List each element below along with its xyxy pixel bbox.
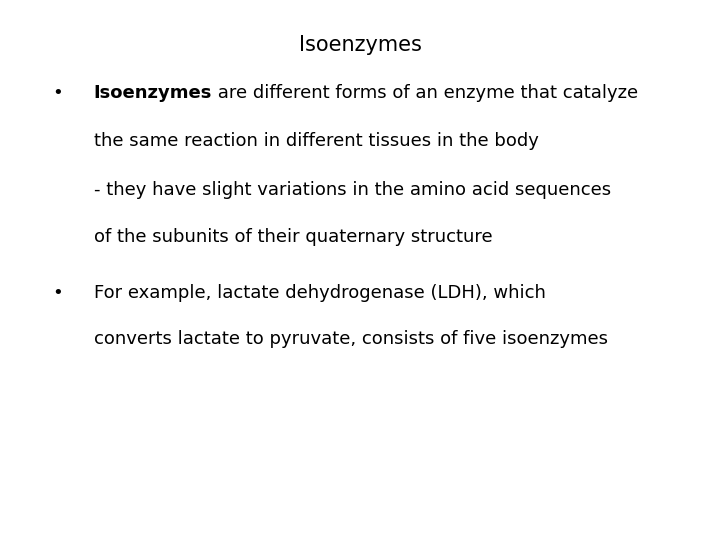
Text: of the subunits of their quaternary structure: of the subunits of their quaternary stru… (94, 228, 492, 246)
Text: - they have slight variations in the amino acid sequences: - they have slight variations in the ami… (94, 181, 611, 199)
Text: are different forms of an enzyme that catalyze: are different forms of an enzyme that ca… (212, 84, 638, 102)
Text: converts lactate to pyruvate, consists of five isoenzymes: converts lactate to pyruvate, consists o… (94, 330, 608, 348)
Text: For example, lactate dehydrogenase (LDH), which: For example, lactate dehydrogenase (LDH)… (94, 284, 546, 301)
Text: the same reaction in different tissues in the body: the same reaction in different tissues i… (94, 132, 539, 150)
Text: •: • (53, 84, 63, 102)
Text: Isoenzymes: Isoenzymes (94, 84, 212, 102)
Text: Isoenzymes: Isoenzymes (299, 35, 421, 55)
Text: •: • (53, 284, 63, 301)
